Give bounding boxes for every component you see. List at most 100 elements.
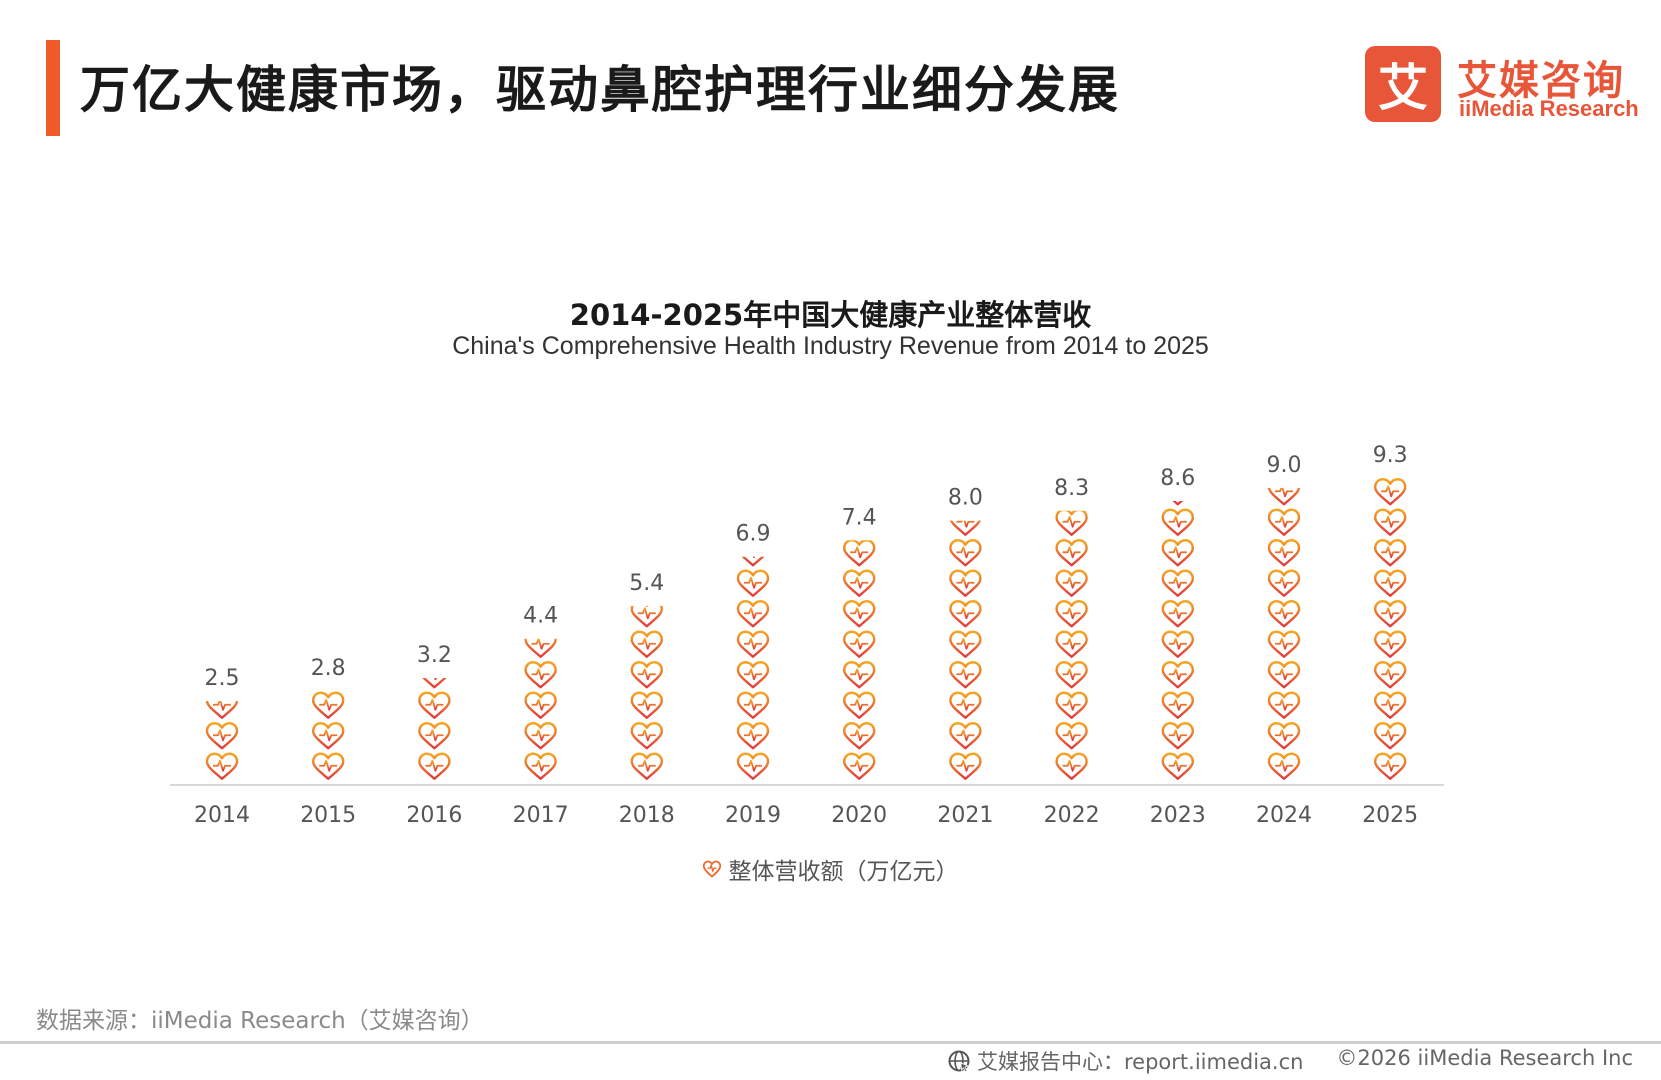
bar-2021 — [949, 520, 982, 780]
heart-pulse-icon — [949, 722, 982, 750]
heart-pulse-icon — [1373, 600, 1407, 628]
value-label-2023: 8.6 — [1160, 466, 1195, 491]
value-label-2016: 3.2 — [417, 643, 452, 668]
heart-pulse-icon — [418, 722, 451, 750]
chart-subtitle: China's Comprehensive Health Industry Re… — [452, 332, 1209, 360]
logo-name-cn: 艾媒咨询 — [1457, 58, 1625, 104]
heart-pulse-icon — [1267, 508, 1301, 536]
footer-site: 艾媒报告中心：report.iimedia.cn — [947, 1046, 1303, 1076]
heart-pulse-icon — [702, 860, 721, 878]
heart-pulse-icon — [1373, 691, 1407, 719]
heart-pulse-icon — [1055, 752, 1088, 780]
heart-pulse-icon — [312, 691, 345, 719]
x-tick-label-2021: 2021 — [937, 803, 993, 828]
heart-pulse-icon — [1161, 539, 1195, 567]
heart-pulse-icon — [949, 539, 982, 567]
heart-pulse-icon — [1055, 661, 1088, 689]
bar-2022 — [1055, 510, 1088, 780]
heart-pulse-icon — [736, 752, 770, 780]
heart-pulse-icon — [843, 540, 876, 567]
heart-pulse-icon — [524, 752, 557, 780]
heart-pulse-icon — [630, 691, 663, 719]
bar-2018 — [630, 605, 663, 780]
bar-2016 — [418, 678, 451, 780]
heart-pulse-icon — [1267, 600, 1301, 628]
heart-pulse-icon — [949, 691, 982, 719]
heart-pulse-icon — [1055, 569, 1088, 597]
heart-pulse-icon — [843, 722, 876, 750]
value-label-2025: 9.3 — [1373, 443, 1408, 468]
page-title: 万亿大健康市场，驱动鼻腔护理行业细分发展 — [80, 61, 1120, 119]
heart-pulse-icon — [843, 691, 876, 719]
x-tick-label-2025: 2025 — [1362, 803, 1418, 828]
bar-2020 — [843, 540, 876, 780]
heart-pulse-icon — [1055, 510, 1088, 536]
heart-pulse-icon — [949, 520, 981, 536]
heart-pulse-icon — [312, 722, 345, 750]
heart-pulse-icon — [736, 600, 770, 628]
footer-divider — [0, 1041, 1661, 1044]
heart-pulse-icon — [1055, 600, 1088, 628]
x-tick-label-2022: 2022 — [1044, 803, 1100, 828]
value-label-2018: 5.4 — [629, 571, 664, 596]
bar-2019 — [736, 556, 770, 780]
heart-pulse-icon — [205, 701, 239, 719]
bar-2015 — [312, 691, 345, 780]
heart-pulse-icon — [736, 691, 770, 719]
heart-pulse-icon — [843, 569, 876, 597]
bar-2014 — [205, 701, 239, 780]
heart-pulse-icon — [1373, 630, 1407, 658]
heart-pulse-icon — [843, 752, 876, 780]
bar-2023 — [1161, 500, 1195, 780]
heart-pulse-icon — [1267, 539, 1301, 567]
heart-pulse-icon — [736, 569, 770, 597]
heart-pulse-icon — [949, 752, 982, 780]
heart-pulse-icon — [524, 661, 557, 689]
heart-pulse-icon — [630, 661, 663, 689]
heart-pulse-icon — [630, 630, 663, 658]
heart-pulse-icon — [1267, 661, 1301, 689]
x-tick-label-2019: 2019 — [725, 803, 781, 828]
heart-pulse-icon — [418, 752, 451, 780]
heart-pulse-icon — [1161, 722, 1195, 750]
bar-2024 — [1267, 487, 1301, 780]
footer-site-text[interactable]: 艾媒报告中心：report.iimedia.cn — [977, 1050, 1304, 1074]
footer-copyright: ©2026 iiMedia Research Inc — [1336, 1046, 1633, 1070]
heart-pulse-icon — [205, 752, 239, 780]
heart-pulse-icon — [843, 630, 876, 658]
logo-mark: 艾 — [1365, 46, 1441, 122]
heart-pulse-icon — [524, 722, 557, 750]
heart-pulse-icon — [1267, 569, 1301, 597]
heart-pulse-icon — [524, 638, 557, 658]
x-tick-label-2023: 2023 — [1150, 803, 1206, 828]
legend-label: 整体营收额（万亿元） — [728, 859, 959, 885]
value-label-2015: 2.8 — [311, 656, 346, 681]
heart-pulse-icon — [1161, 508, 1195, 536]
heart-pulse-icon — [1055, 691, 1088, 719]
heart-pulse-icon — [949, 661, 982, 689]
heart-pulse-icon — [1373, 478, 1407, 506]
value-label-2024: 9.0 — [1267, 453, 1302, 478]
value-label-2022: 8.3 — [1054, 476, 1089, 501]
heart-pulse-icon — [630, 752, 663, 780]
x-tick-label-2017: 2017 — [513, 803, 569, 828]
heart-pulse-icon — [1373, 539, 1407, 567]
value-label-2021: 8.0 — [948, 486, 983, 511]
heart-pulse-icon — [205, 722, 239, 750]
heart-pulse-icon — [949, 600, 982, 628]
heart-pulse-icon — [1373, 752, 1407, 780]
heart-pulse-icon — [1373, 661, 1407, 689]
logo-name-en: iiMedia Research — [1459, 96, 1639, 121]
data-source: 数据来源：iiMedia Research（艾媒咨询） — [36, 1008, 484, 1034]
heart-pulse-icon — [1267, 691, 1301, 719]
bar-2017 — [524, 638, 557, 780]
heart-pulse-icon — [1161, 600, 1195, 628]
heart-pulse-icon — [1373, 508, 1407, 536]
logo-mark-text: 艾 — [1378, 59, 1428, 117]
value-label-2019: 6.9 — [736, 522, 771, 547]
chart-title: 2014-2025年中国大健康产业整体营收 — [569, 298, 1092, 332]
heart-pulse-icon — [418, 691, 451, 719]
heart-pulse-icon — [1267, 630, 1301, 658]
heart-pulse-icon — [1267, 752, 1301, 780]
